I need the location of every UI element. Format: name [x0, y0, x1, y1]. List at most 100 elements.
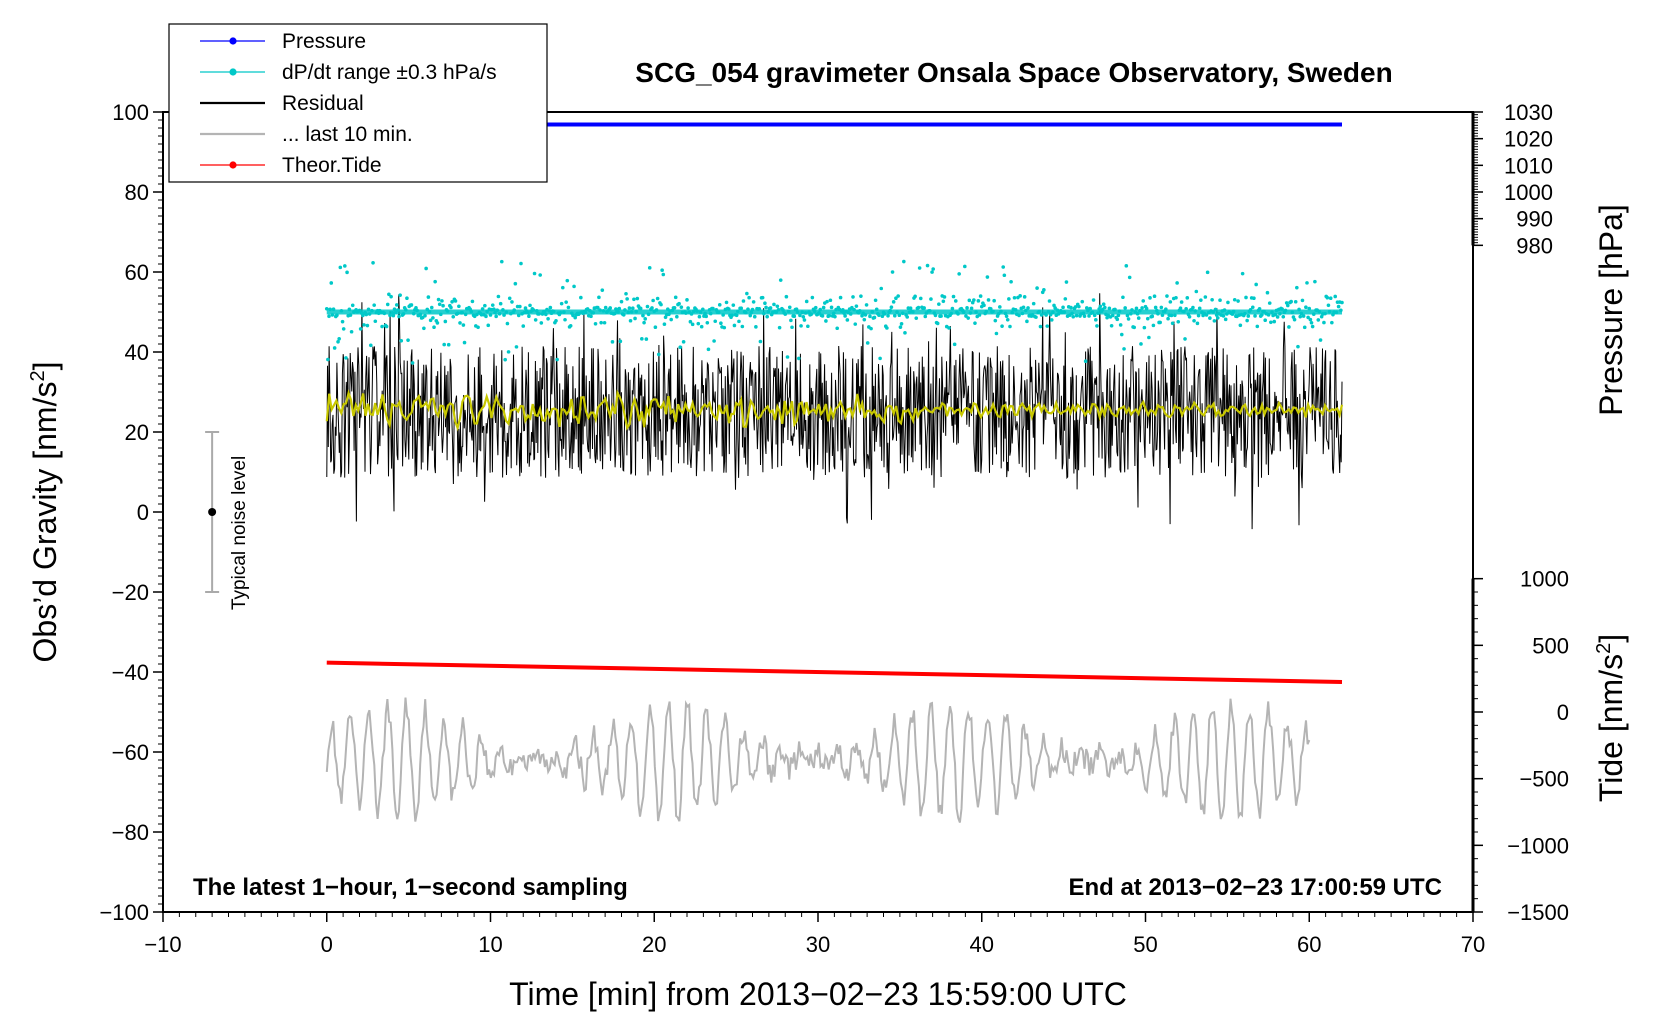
dpdt-point	[1232, 297, 1237, 302]
dpdt-point	[1240, 271, 1245, 276]
dpdt-point	[655, 296, 660, 301]
y-left-tick-label: −20	[112, 580, 149, 605]
last-10-min-series	[325, 697, 1311, 823]
dpdt-point	[1134, 306, 1139, 311]
dpdt-point	[1326, 303, 1331, 308]
x-axis-ticks: −10 0 10 20 30 40 50 60 70	[144, 912, 1485, 957]
dpdt-point	[696, 321, 701, 326]
y-right-ticks: 103010201010100099098010005000−500−1000−…	[1471, 100, 1569, 925]
dpdt-point	[513, 281, 518, 286]
dpdt-point	[398, 293, 402, 297]
dpdt-point	[443, 319, 448, 324]
dpdt-point	[947, 326, 951, 330]
dpdt-point	[1275, 315, 1280, 319]
dpdt-point	[533, 318, 538, 322]
dpdt-point	[1115, 317, 1120, 322]
dpdt-point	[507, 296, 512, 301]
dpdt-point	[1049, 318, 1054, 322]
dpdt-point	[1031, 301, 1036, 306]
dpdt-point	[1107, 306, 1112, 311]
dpdt-point	[372, 303, 376, 307]
dpdt-point	[632, 297, 636, 302]
dpdt-point	[1252, 296, 1256, 301]
dpdt-point	[758, 339, 763, 344]
dpdt-point	[1325, 295, 1330, 300]
dpdt-point	[441, 303, 445, 308]
dpdt-point	[1281, 314, 1286, 319]
dpdt-point	[600, 288, 605, 292]
dpdt-point	[690, 322, 695, 327]
dpdt-point	[1017, 313, 1021, 318]
dpdt-point	[1269, 320, 1273, 325]
dpdt-point	[519, 261, 523, 266]
dpdt-point	[619, 299, 624, 304]
dpdt-point	[1053, 306, 1057, 310]
dpdt-point	[1094, 318, 1098, 322]
dpdt-point	[571, 313, 575, 318]
y-left-label-main: Obs’d Gravity [nm/s	[27, 382, 63, 663]
dpdt-point	[1080, 299, 1085, 304]
dpdt-point	[1122, 347, 1126, 351]
dpdt-point	[405, 296, 409, 301]
dpdt-point	[1087, 314, 1091, 318]
dpdt-point	[1208, 316, 1212, 320]
y-left-tick-label: 40	[125, 340, 149, 365]
dpdt-point	[1022, 295, 1027, 299]
pressure-tick-label: 980	[1516, 233, 1553, 258]
dpdt-point	[1301, 314, 1306, 318]
dpdt-point	[494, 314, 498, 319]
dpdt-point	[483, 303, 487, 308]
dpdt-point	[785, 355, 790, 359]
dpdt-point	[1158, 320, 1162, 325]
dpdt-point	[345, 270, 349, 275]
dpdt-point	[778, 278, 783, 282]
dpdt-point	[539, 321, 544, 325]
dpdt-point	[1042, 288, 1046, 292]
dpdt-point	[645, 304, 650, 309]
dpdt-point	[618, 339, 623, 344]
legend-label: Pressure	[282, 30, 366, 53]
dpdt-point	[1025, 319, 1029, 324]
dpdt-point	[1125, 313, 1130, 318]
dpdt-point	[784, 294, 789, 299]
dpdt-point	[1064, 280, 1069, 284]
dpdt-point	[951, 294, 956, 299]
dpdt-point	[397, 314, 401, 319]
dpdt-point	[1007, 297, 1011, 301]
pressure-tick-label: 1000	[1504, 180, 1553, 205]
dpdt-point	[490, 303, 495, 307]
dpdt-point	[740, 324, 745, 329]
dpdt-point	[950, 306, 955, 311]
dpdt-point	[930, 270, 934, 274]
dpdt-point	[890, 270, 895, 274]
dpdt-point	[1176, 319, 1181, 324]
dpdt-point	[555, 357, 559, 362]
dpdt-point	[965, 306, 969, 310]
dpdt-point	[957, 272, 961, 276]
dpdt-point	[661, 272, 666, 277]
dpdt-point	[905, 315, 910, 319]
dpdt-point	[521, 324, 526, 328]
x-tick-label: 60	[1297, 932, 1321, 957]
dpdt-point	[1296, 344, 1300, 349]
dpdt-point	[572, 284, 576, 289]
dpdt-point	[1246, 314, 1251, 318]
dpdt-point	[424, 266, 428, 271]
dpdt-point	[886, 314, 890, 318]
dpdt-point	[889, 305, 894, 309]
dpdt-point	[1103, 305, 1107, 310]
dpdt-point	[432, 325, 436, 329]
dpdt-point	[1121, 295, 1125, 300]
dpdt-point	[672, 306, 677, 310]
pressure-tick-label: 990	[1516, 207, 1553, 232]
y-left-tick-label: 80	[125, 180, 149, 205]
dpdt-point	[1254, 282, 1258, 287]
dpdt-point	[937, 302, 941, 306]
dpdt-point	[1034, 315, 1038, 319]
y-left-tick-label: 100	[112, 100, 149, 125]
dpdt-point	[902, 259, 906, 264]
dpdt-point	[931, 267, 935, 271]
dpdt-point	[1168, 300, 1173, 304]
dpdt-point	[1141, 299, 1146, 303]
dpdt-point	[1195, 321, 1200, 326]
